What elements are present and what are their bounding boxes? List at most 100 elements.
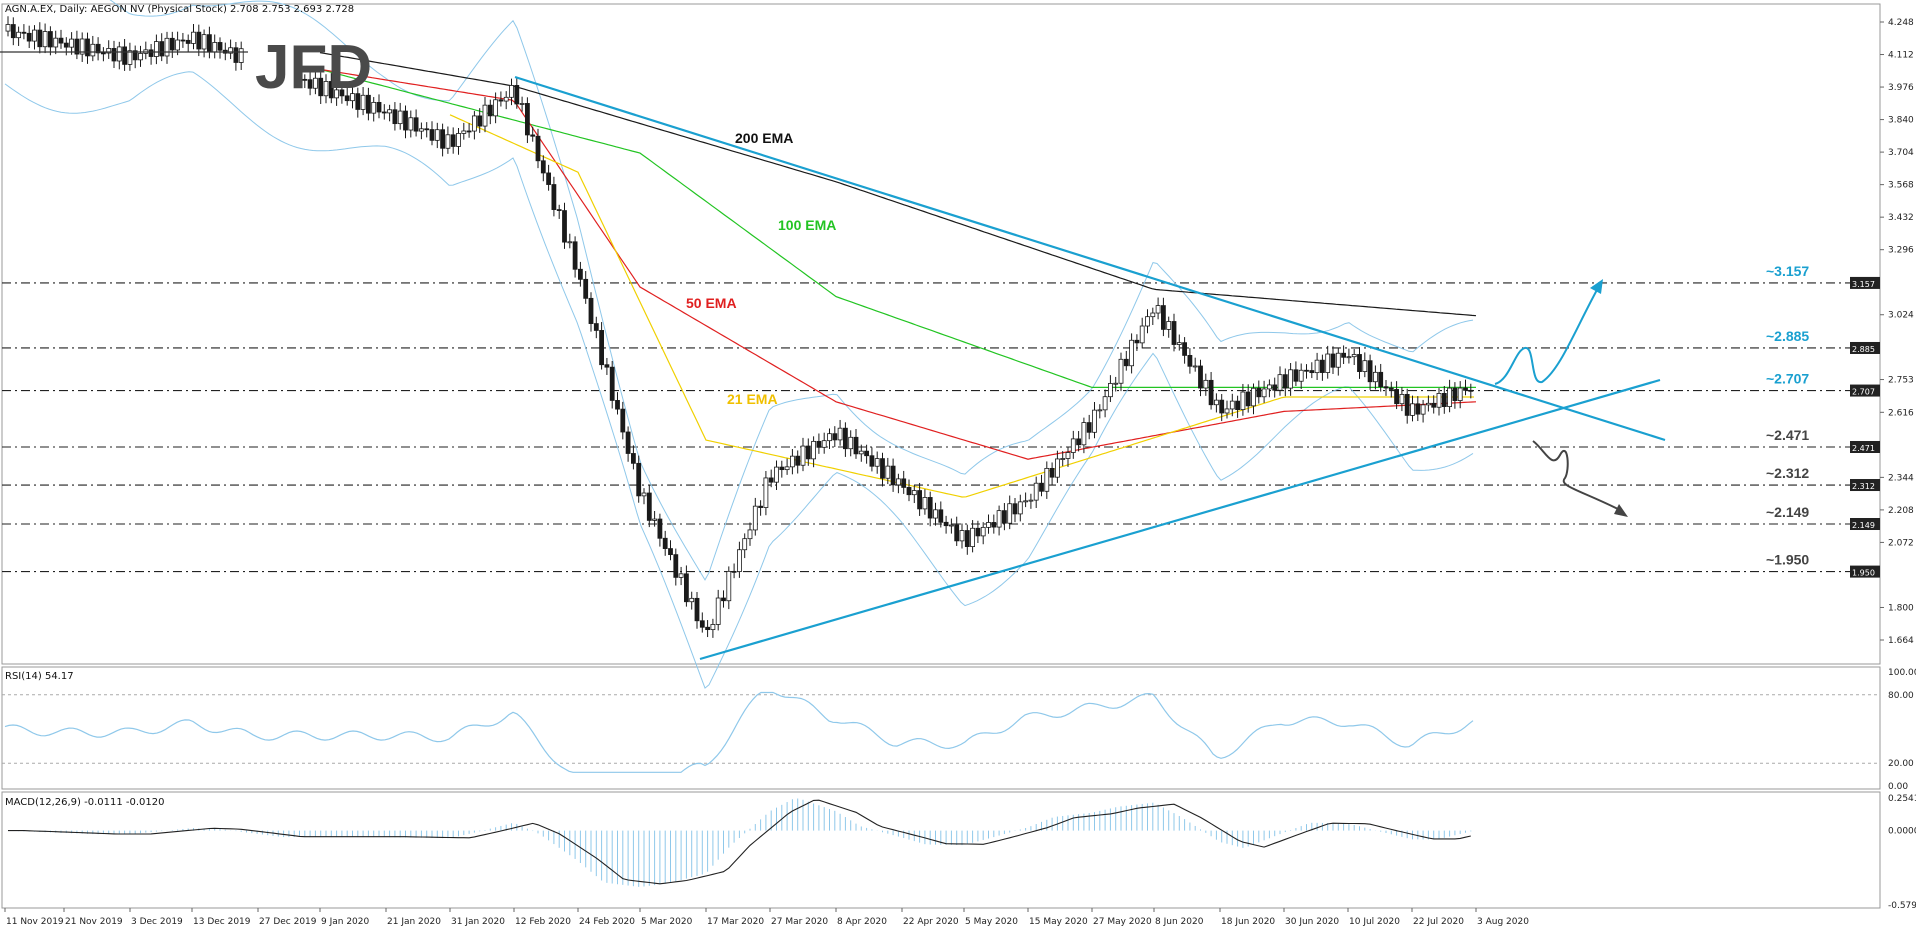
- candle-bull: [1410, 403, 1415, 416]
- candle-bear: [376, 101, 382, 113]
- macd-indicator: 0.2541 0.0000 -0.5799: [7, 794, 1916, 911]
- price-tick-label: 3.296: [1888, 246, 1914, 256]
- date-tick-label: 24 Feb 2020: [579, 917, 635, 927]
- date-tick-label: 8 Jun 2020: [1155, 917, 1204, 927]
- candle-bear: [816, 440, 822, 448]
- candle-bear: [869, 455, 875, 467]
- level-tag-value: 2.149: [1852, 521, 1875, 530]
- candle-bear: [673, 554, 679, 578]
- candle-bear: [1012, 503, 1018, 515]
- candle-bull: [1192, 365, 1198, 368]
- candle-bull: [1457, 387, 1463, 401]
- candle-bear: [1245, 391, 1251, 407]
- candle-bear: [890, 465, 896, 486]
- candle-bull: [1314, 359, 1320, 374]
- candle-bull: [482, 104, 488, 127]
- ema-lines: [319, 52, 1477, 498]
- candle-bull: [493, 99, 499, 117]
- candle-bear: [328, 81, 334, 99]
- candle-bull: [1277, 374, 1283, 391]
- candle-bull: [1267, 384, 1272, 390]
- candle-bear: [1452, 387, 1458, 401]
- candle-bull: [1118, 358, 1124, 384]
- candle-bear: [927, 497, 933, 519]
- candle-bear: [1415, 403, 1421, 415]
- candle-bull: [42, 31, 48, 48]
- date-tick-label: 3 Dec 2019: [131, 917, 183, 927]
- candle-bull: [397, 110, 403, 125]
- macd-tick-label: -0.5799: [1888, 901, 1916, 911]
- candle-bull: [1288, 369, 1293, 389]
- level-tag-value: 2.885: [1852, 345, 1875, 354]
- main-panel-frame: [1, 3, 1881, 665]
- candle-bull: [652, 518, 657, 521]
- candle-bull: [737, 549, 742, 572]
- candle-bull: [212, 42, 218, 53]
- candle-bear: [1123, 358, 1129, 367]
- level-tag: [1850, 384, 1880, 397]
- price-tick-label: 2.208: [1888, 506, 1914, 516]
- candle-bull: [911, 490, 917, 496]
- candle-bear: [1187, 355, 1193, 367]
- ascending-trendline: [699, 378, 1661, 661]
- rsi-indicator: 100.00 80.00 20.00 0.00: [2, 668, 1916, 792]
- date-tick-label: 30 Jun 2020: [1285, 917, 1339, 927]
- candle-bull: [1362, 360, 1368, 372]
- candle-bear: [662, 537, 668, 549]
- candle-bull: [1176, 342, 1182, 345]
- candle-bear: [487, 104, 493, 117]
- candle-bull: [238, 48, 244, 63]
- candle-bull: [509, 85, 514, 98]
- candle-bull: [360, 94, 366, 110]
- candle-bull: [228, 47, 234, 54]
- candle-bull: [1145, 316, 1150, 327]
- candle-bull: [387, 109, 393, 114]
- candle-bull: [471, 115, 477, 132]
- candle-bear: [217, 42, 223, 51]
- candle-bear: [111, 48, 117, 62]
- candle-bull: [1113, 382, 1119, 385]
- candle-bear: [572, 241, 578, 270]
- candle-bear: [853, 436, 859, 455]
- candle-bear: [684, 573, 689, 603]
- candle-bear: [551, 184, 557, 210]
- candle-bear: [599, 330, 604, 366]
- candle-bear: [1468, 389, 1474, 392]
- candle-bear: [381, 111, 387, 114]
- candle-bear: [1039, 482, 1044, 492]
- candle-bull: [1214, 399, 1219, 406]
- candle-bull: [1102, 396, 1108, 411]
- candle-bear: [1378, 371, 1384, 388]
- candle-bear: [1086, 422, 1092, 433]
- macd-panel-frame: [1, 791, 1881, 909]
- candle-bear: [440, 129, 446, 149]
- candle-bear: [1256, 387, 1262, 398]
- date-tick-label: 13 Dec 2019: [193, 917, 251, 927]
- candle-bull: [16, 31, 22, 39]
- candle-bear: [880, 458, 885, 479]
- candle-bull: [164, 37, 170, 57]
- candle-bear: [185, 39, 191, 44]
- candle-bull: [323, 81, 329, 97]
- candle-bear: [318, 77, 324, 97]
- date-tick-label: 11 Nov 2019: [6, 917, 64, 927]
- candle-bull: [800, 445, 806, 466]
- candle-bear: [1272, 384, 1278, 391]
- candle-bear: [1388, 387, 1394, 390]
- rsi-label: RSI(14) 54.17: [5, 671, 74, 682]
- candle-bull: [1155, 305, 1161, 314]
- candle-bull: [5, 24, 11, 32]
- candle-bull: [980, 526, 986, 537]
- candle-bull: [1166, 321, 1172, 330]
- candle-bull: [69, 38, 74, 48]
- price-tick-label: 4.112: [1888, 51, 1914, 61]
- rsi-line: [4, 691, 1474, 773]
- price-tick-label: 2.616: [1888, 408, 1914, 418]
- candle-bull: [959, 530, 965, 542]
- candle-bear: [864, 450, 869, 457]
- candle-bear: [101, 52, 106, 55]
- candle-bear: [514, 85, 520, 105]
- candle-bear: [1161, 305, 1166, 330]
- date-tick-label: 21 Nov 2019: [65, 917, 123, 927]
